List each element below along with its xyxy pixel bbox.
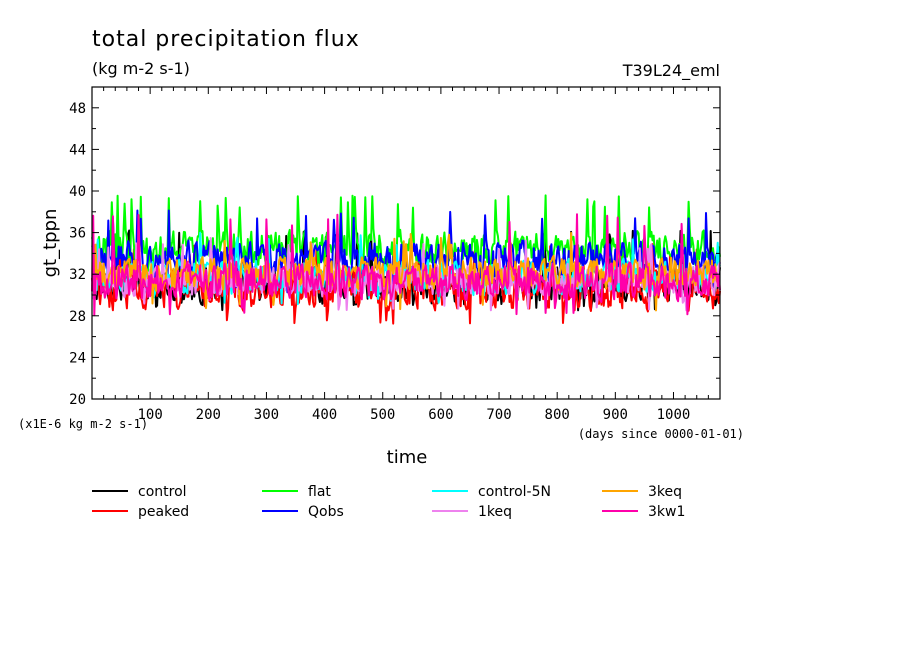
series-lines bbox=[91, 194, 721, 325]
x-tick-label: 900 bbox=[603, 407, 628, 423]
x-tick-label: 700 bbox=[486, 407, 511, 423]
y-tick-label: 32 bbox=[69, 267, 86, 283]
x-axis-label: time bbox=[387, 447, 428, 468]
x-tick-label: 300 bbox=[254, 407, 279, 423]
chart-title: total precipitation flux bbox=[92, 27, 360, 52]
legend-label-qobs: Qobs bbox=[308, 504, 344, 520]
x-tick-label: 800 bbox=[545, 407, 570, 423]
series-line-3keq bbox=[91, 231, 721, 312]
axes: 20 24 28 32 36 40 44 48 100 200 300 400 500 600 700 800… bbox=[69, 86, 721, 423]
legend-label-3kw1: 3kw1 bbox=[648, 504, 685, 520]
y-tick-label: 40 bbox=[69, 184, 86, 200]
legend: control peaked flat Qobs control-5N 1keq 3keq 3… bbox=[92, 484, 685, 520]
y-tick-label: 36 bbox=[69, 226, 86, 242]
legend-label-peaked: peaked bbox=[138, 504, 189, 520]
x-axis-note: (days since 0000-01-01) bbox=[578, 427, 744, 441]
x-tick-label: 600 bbox=[428, 407, 453, 423]
y-tick-label: 20 bbox=[69, 392, 86, 408]
x-tick-label: 200 bbox=[196, 407, 221, 423]
legend-label-control: control bbox=[138, 484, 187, 500]
y-axis-label: gt_tppn bbox=[40, 209, 61, 278]
legend-label-control-5n: control-5N bbox=[478, 484, 551, 500]
x-tick-label: 100 bbox=[137, 407, 162, 423]
y-scale-note: (x1E-6 kg m-2 s-1) bbox=[18, 417, 148, 431]
x-tick-label: 400 bbox=[312, 407, 337, 423]
legend-label-1keq: 1keq bbox=[478, 504, 512, 520]
x-tick-label: 1000 bbox=[657, 407, 691, 423]
x-tick-label: 500 bbox=[370, 407, 395, 423]
chart-units: (kg m-2 s-1) bbox=[92, 59, 190, 78]
series-line-3kw1 bbox=[91, 213, 721, 317]
y-tick-label: 44 bbox=[69, 142, 86, 158]
legend-label-3keq: 3keq bbox=[648, 484, 682, 500]
y-tick-label: 28 bbox=[69, 309, 86, 325]
y-tick-label: 48 bbox=[69, 101, 86, 117]
legend-label-flat: flat bbox=[308, 484, 331, 500]
y-tick-label: 24 bbox=[69, 350, 86, 366]
run-label: T39L24_eml bbox=[622, 61, 720, 81]
